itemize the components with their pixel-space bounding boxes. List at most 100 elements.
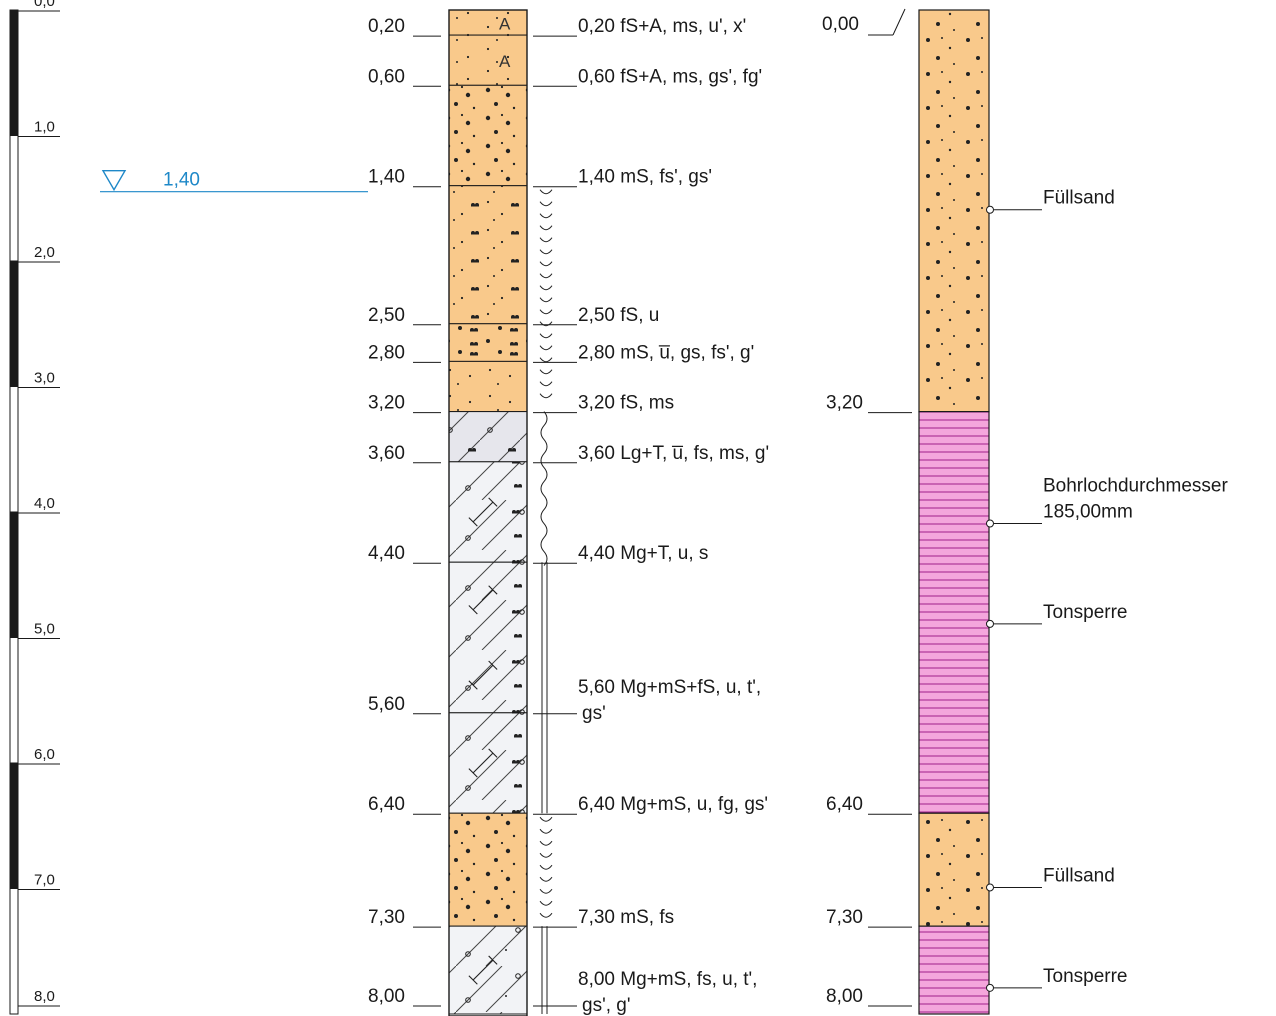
layer-description: gs' [582, 703, 606, 724]
well-depth-label: 3,20 [826, 393, 863, 414]
soil-layer [448, 185, 528, 325]
soft-mark [539, 369, 553, 375]
soft-mark [539, 297, 553, 303]
annotation-marker [986, 205, 994, 214]
layer-description: 0,20 fS+A, ms, u', x' [578, 16, 746, 37]
profile-outline [448, 9, 528, 1016]
depth-scale: 0,0 1,0 2,0 3,0 4,0 5,0 6,0 7,0 8,0 [9, 0, 60, 1015]
well-annotation-label: Bohrlochdurchmesser [1043, 475, 1228, 496]
soil-layer [448, 84, 528, 187]
scale-label: 8,0 [34, 988, 55, 1005]
layer-description: gs', g' [582, 995, 630, 1016]
scale-segment [9, 386, 19, 513]
layer-description: 4,40 Mg+T, u, s [578, 543, 708, 564]
soft-mark [539, 840, 553, 846]
layer-description: 7,30 mS, fs [578, 907, 674, 928]
soft-mark [539, 852, 553, 858]
water-level-label: 1,40 [163, 170, 200, 191]
soft-mark [539, 189, 553, 195]
layer-description: 1,40 mS, fs', gs' [578, 167, 712, 188]
well-section [918, 812, 990, 927]
well-annotation-label: 185,00mm [1043, 501, 1133, 522]
well-top-tick [892, 8, 906, 36]
well-section [918, 9, 990, 413]
layer-depth-left: 0,60 [368, 66, 405, 87]
soft-mark [539, 900, 553, 906]
scale-label: 1,0 [34, 119, 55, 136]
annotation-marker [986, 883, 994, 892]
soft-mark [539, 285, 553, 291]
annotation-marker [986, 619, 994, 628]
till-symbol [468, 748, 498, 778]
soft-mark [539, 393, 553, 399]
layer-depth-left: 5,60 [368, 694, 405, 715]
scale-segment [9, 135, 19, 262]
scale-label: 4,0 [34, 495, 55, 512]
scale-segment [9, 637, 19, 764]
layer-description: 3,20 fS, ms [578, 393, 674, 414]
layer-depth-left: 2,50 [368, 305, 405, 326]
well-depth-label: 7,30 [826, 907, 863, 928]
well-annotation-label: Tonsperre [1043, 602, 1128, 623]
soil-layer [448, 561, 528, 714]
soft-mark [539, 828, 553, 834]
layer-description: 3,60 Lg+T, u̅, fs, ms, g' [578, 443, 769, 464]
well-section [918, 925, 990, 1015]
layer-depth-left: 6,40 [368, 794, 405, 815]
layer-description: 8,00 Mg+mS, fs, u, t', [578, 969, 757, 990]
well-annotations: Füllsand Bohrlochdurchmesser 185,00mm Tonsp… [986, 188, 1228, 992]
consistency-marks [539, 189, 553, 1014]
soil-layer [448, 925, 528, 1015]
soft-mark [539, 381, 553, 387]
soft-mark [539, 309, 553, 315]
soil-layer [448, 812, 528, 927]
scale-segment [9, 762, 19, 889]
layer-depth-left: 1,40 [368, 167, 405, 188]
well-depth-label: 8,00 [826, 986, 863, 1007]
soft-mark [539, 201, 553, 207]
scale-segment [9, 260, 19, 387]
scale-label: 3,0 [34, 370, 55, 387]
stiff-mark [540, 411, 548, 566]
soft-mark [539, 876, 553, 882]
fill-symbol: A [499, 52, 511, 71]
soft-mark [539, 357, 553, 363]
soft-mark [539, 816, 553, 822]
soil-layer [448, 360, 528, 413]
well-section [918, 411, 990, 814]
soft-mark [539, 345, 553, 351]
layer-description: 2,80 mS, u̅, gs, fs', g' [578, 342, 754, 363]
soil-layer [448, 411, 528, 463]
well-depth-label: 6,40 [826, 794, 863, 815]
scale-segment [9, 511, 19, 638]
soft-mark [539, 213, 553, 219]
well-annotation-label: Tonsperre [1043, 966, 1128, 987]
soft-mark [539, 237, 553, 243]
soft-mark [539, 273, 553, 279]
scale-label: 2,0 [34, 244, 55, 261]
well-annotation-label: Füllsand [1043, 188, 1115, 209]
soil-layer [448, 9, 528, 36]
soil-layer [448, 34, 528, 86]
annotation-marker [986, 519, 994, 528]
layer-depth-left: 3,60 [368, 443, 405, 464]
soft-mark [539, 912, 553, 918]
till-symbol [468, 585, 498, 615]
layer-description: 0,60 fS+A, ms, gs', fg' [578, 66, 762, 87]
soil-layer [448, 461, 528, 563]
scale-label: 5,0 [34, 621, 55, 638]
soil-layer [448, 712, 528, 814]
groundwater-level: 1,40 [100, 170, 368, 193]
layer-depth-left: 2,80 [368, 342, 405, 363]
scale-label: 0,0 [34, 0, 55, 10]
layer-description: 2,50 fS, u [578, 305, 659, 326]
soft-mark [539, 333, 553, 339]
till-symbol [468, 497, 498, 527]
soft-mark [539, 249, 553, 255]
soil-profile-column: AA [448, 9, 528, 1016]
soft-mark [539, 225, 553, 231]
layer-depth-left: 3,20 [368, 393, 405, 414]
layer-description: 6,40 Mg+mS, u, fg, gs' [578, 794, 768, 815]
soil-layer [448, 323, 528, 362]
